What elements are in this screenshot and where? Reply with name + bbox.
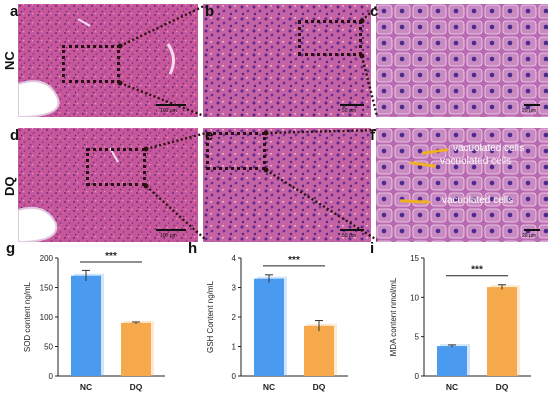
y-tick-label: 0	[232, 372, 237, 381]
chart-sod: 0 50 100 150 200 SOD content ng/mL NC DQ ***	[23, 251, 165, 392]
significance-label: ***	[288, 255, 300, 266]
micrograph-f	[376, 128, 548, 242]
y-tick-label: 5	[415, 333, 420, 342]
zoom-box-b	[298, 20, 362, 56]
zoom-box-a	[62, 45, 120, 83]
y-axis-label: SOD content ng/mL	[23, 281, 32, 352]
scale-label-d: 100 μm	[160, 233, 177, 239]
chart-mda: 0 5 10 15 MDA content nmol/mL NC DQ ***	[389, 254, 531, 392]
scale-label-b: 50 μm	[342, 108, 356, 114]
significance-label: ***	[105, 251, 117, 262]
panel-letter-b: b	[205, 3, 215, 20]
y-axis-label: GSH Content ng/mL	[206, 280, 215, 353]
y-tick-label: 15	[410, 254, 419, 263]
panel-letter-g: g	[6, 240, 16, 257]
y-tick-label: 2	[232, 313, 237, 322]
bar-nc	[437, 346, 467, 376]
panel-letter-f: f	[370, 127, 375, 144]
y-tick-label: 4	[232, 254, 237, 263]
panel-letter-a: a	[10, 3, 19, 20]
scale-bar-c	[524, 104, 540, 106]
scale-bar-a	[156, 104, 186, 106]
panel-letter-i: i	[370, 240, 375, 257]
y-axis-label: MDA content nmol/mL	[389, 277, 398, 356]
scale-label-c: 20 μm	[522, 108, 536, 114]
scale-bar-d	[156, 229, 186, 231]
scale-label-a: 100 μm	[160, 108, 177, 114]
zoom-box-d	[86, 148, 146, 186]
micrograph-c	[376, 4, 548, 117]
y-tick-label: 200	[40, 254, 54, 263]
x-tick-label: NC	[446, 382, 458, 392]
scale-bar-f	[524, 229, 540, 231]
panel-letter-h: h	[188, 240, 198, 257]
bar-dq	[304, 325, 334, 376]
x-tick-label: DQ	[130, 382, 143, 392]
y-tick-label: 150	[40, 284, 54, 293]
panel-letter-c: c	[370, 3, 379, 20]
y-tick-label: 1	[232, 343, 237, 352]
bar-dq	[121, 322, 151, 376]
x-tick-label: NC	[263, 382, 275, 392]
significance-label: ***	[471, 265, 483, 276]
scale-bar-b	[340, 104, 364, 106]
annotation-label-3: vacuolated cells	[442, 195, 514, 206]
bar-nc	[71, 275, 101, 376]
y-tick-label: 50	[44, 343, 53, 352]
chart-gsh: 0 1 2 3 4 GSH Content ng/mL NC DQ ***	[206, 254, 348, 392]
panel-letter-d: d	[10, 127, 20, 144]
y-tick-label: 0	[49, 372, 54, 381]
y-tick-label: 0	[415, 372, 420, 381]
y-tick-label: 100	[40, 313, 54, 322]
annotation-label-1: vacuolated cells	[453, 143, 525, 154]
scale-bar-e	[340, 229, 364, 231]
scale-label-f: 20 μm	[522, 233, 536, 239]
scale-label-e: 50 μm	[342, 233, 356, 239]
panel-letter-e: e	[205, 127, 214, 144]
row-label-nc: NC	[2, 51, 17, 70]
y-tick-label: 3	[232, 284, 237, 293]
row-label-dq: DQ	[2, 176, 17, 197]
annotation-label-2: vacuolated cells	[440, 156, 512, 167]
x-tick-label: NC	[80, 382, 92, 392]
y-tick-label: 10	[410, 293, 419, 302]
zoom-box-e	[206, 132, 266, 170]
bar-dq	[487, 287, 517, 376]
x-tick-label: DQ	[313, 382, 326, 392]
bar-nc	[254, 278, 284, 376]
x-tick-label: DQ	[496, 382, 509, 392]
